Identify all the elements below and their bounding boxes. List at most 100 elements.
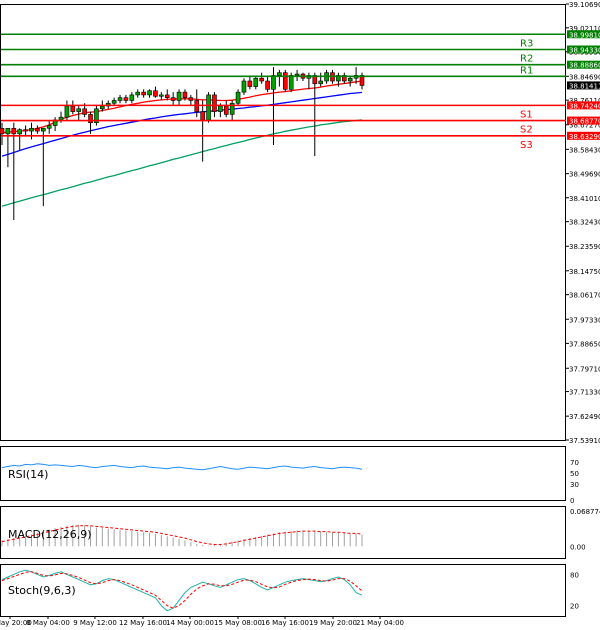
x-tick-label: 15 May 08:00 (214, 619, 262, 627)
candle-body-bull (76, 108, 82, 112)
candle-body-bull (94, 108, 99, 124)
level-price-tag (567, 45, 600, 54)
candle-body-bear (170, 97, 176, 101)
candle-body-bear (341, 75, 347, 82)
level-price-tag (567, 101, 600, 110)
rsi-y-tick-label: 30 (570, 481, 579, 489)
level-price-label: 38.99810 (569, 31, 600, 39)
stoch-y-tick-label: 80 (570, 571, 579, 579)
price-y-tick-label: 38.58430 (569, 146, 600, 154)
candle-body-bear (82, 108, 87, 115)
candle-body-bear (247, 80, 253, 87)
candle-body-bear (359, 75, 365, 86)
sma-slow-line (1, 119, 363, 207)
candle-body-bull (318, 80, 323, 85)
x-tick-label: 9 May 12:00 (73, 619, 117, 627)
candle-body-bull (347, 77, 353, 82)
x-tick-label: 21 May 04:00 (356, 619, 404, 627)
price-y-tick-label: 38.06170 (569, 292, 600, 300)
candle-body-bull (46, 125, 52, 129)
rsi-y-tick-label: 70 (570, 459, 579, 467)
price-y-tick-label: 38.49690 (569, 171, 600, 179)
level-price-tag (567, 30, 600, 39)
price-y-tick-label: 38.76110 (569, 97, 600, 105)
candle-body-bear (164, 94, 170, 98)
macd-title: MACD(12,26,9) (8, 528, 92, 541)
candle-body-bull (294, 73, 300, 76)
candle-body-bull (135, 91, 141, 96)
stoch-y-tick-label: 20 (570, 603, 579, 611)
price-y-tick-label: 38.32430 (569, 219, 600, 227)
candle-body-bear (312, 75, 318, 85)
price-y-tick-label: 37.79710 (569, 365, 600, 373)
candle-body-bull (111, 100, 117, 104)
price-y-tick-label: 39.10690 (569, 1, 600, 9)
candle-body-bull (41, 127, 46, 132)
price-y-tick-label: 38.23590 (569, 243, 600, 251)
candle-body-bull (5, 127, 11, 135)
level-name-r2: R2 (520, 54, 533, 65)
sma-mid-line (1, 91, 363, 157)
candle-body-bull (336, 75, 341, 82)
level-price-label: 38.94330 (569, 46, 600, 54)
level-price-tag (567, 60, 600, 69)
candle-body-bull (58, 116, 64, 121)
level-price-label: 38.63290 (569, 133, 600, 141)
candle-body-bear (223, 105, 229, 115)
price-y-tick-label: 38.41010 (569, 195, 600, 203)
macd-signal-line (1, 525, 363, 545)
price-y-tick-label: 38.14750 (569, 268, 600, 276)
price-y-tick-label: 37.71330 (569, 389, 600, 397)
price-y-tick-label: 37.97330 (569, 316, 600, 324)
price-y-tick-label: 37.88650 (569, 340, 600, 348)
level-name-s1: S1 (520, 109, 533, 120)
price-y-tick-label: 37.62490 (569, 413, 600, 421)
x-tick-label: 7 May 20:00 (0, 619, 32, 627)
level-name-s3: S3 (520, 140, 533, 151)
x-tick-label: 16 May 16:00 (261, 619, 309, 627)
candle-body-bull (17, 129, 23, 135)
candle-body-bull (176, 91, 182, 101)
rsi-panel (0, 446, 566, 501)
candle-body-bear (0, 127, 5, 135)
rsi-y-tick-label: 0 (570, 497, 574, 505)
candle-body-bear (188, 97, 194, 101)
level-name-s2: S2 (520, 125, 533, 136)
level-price-label: 38.68770 (569, 118, 600, 126)
price-panel (0, 4, 566, 441)
candle-body-bear (200, 111, 205, 121)
macd-y-tick-label: 0.068774 (570, 508, 600, 516)
candle-body-bull (277, 72, 282, 76)
candle-body-bull (117, 97, 123, 101)
candle-body-bear (11, 127, 17, 135)
candle-body-bull (229, 102, 235, 115)
candle-body-bull (29, 127, 34, 132)
price-y-tick-label: 38.84690 (569, 73, 600, 81)
macd-panel (0, 506, 566, 559)
level-name-r1: R1 (520, 65, 533, 76)
level-name-r3: R3 (520, 38, 533, 49)
price-y-tick-label: 38.67270 (569, 122, 600, 130)
candle-body-bear (35, 127, 40, 132)
rsi-line (1, 463, 363, 471)
candle-body-bear (259, 77, 264, 82)
candle-body-bear (282, 72, 288, 90)
current-price-label: 38.81411 (569, 82, 600, 90)
candle-body-bear (23, 129, 28, 132)
candle-body-bull (64, 105, 70, 118)
stoch-panel (0, 564, 566, 617)
level-price-label: 38.74240 (569, 102, 600, 110)
stoch-k-line (1, 569, 363, 612)
candle-body-bull (129, 94, 135, 101)
macd-y-tick-label: 0.00 (570, 543, 586, 551)
stoch-title: Stoch(9,6,3) (8, 584, 76, 597)
candle-body-bear (88, 114, 93, 124)
candle-body-bear (153, 90, 158, 97)
candle-body-bull (147, 90, 152, 96)
x-tick-label: 12 May 16:00 (119, 619, 167, 627)
candle-body-bear (123, 97, 129, 101)
candle-body-bear (182, 91, 188, 98)
price-y-tick-label: 39.02110 (569, 25, 600, 33)
